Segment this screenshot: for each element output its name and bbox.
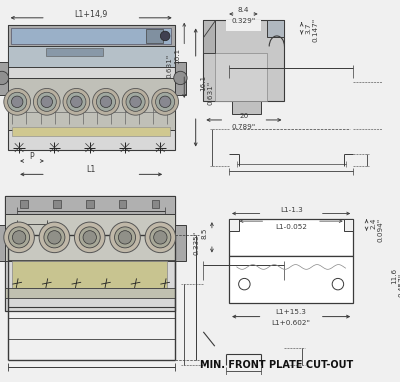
Bar — [344, 219, 353, 231]
Circle shape — [156, 92, 175, 112]
Circle shape — [118, 231, 132, 244]
Circle shape — [110, 222, 140, 253]
Bar — [12, 261, 167, 288]
Bar — [203, 20, 284, 101]
Bar — [20, 200, 28, 208]
Text: P: P — [30, 152, 34, 161]
Circle shape — [0, 71, 8, 85]
Bar — [5, 196, 175, 214]
Text: 0.335": 0.335" — [194, 231, 200, 255]
Bar — [203, 20, 215, 53]
Bar — [0, 62, 8, 95]
Text: 0.631": 0.631" — [167, 54, 173, 78]
Circle shape — [145, 222, 176, 253]
Bar — [8, 78, 175, 130]
Circle shape — [92, 89, 119, 115]
Text: L1+15.3: L1+15.3 — [276, 309, 306, 315]
Bar — [86, 200, 94, 208]
Bar — [175, 62, 186, 95]
Text: 0.094": 0.094" — [378, 218, 384, 242]
Text: L1+14,9: L1+14,9 — [74, 10, 108, 19]
Circle shape — [39, 222, 70, 253]
Circle shape — [160, 31, 170, 41]
Circle shape — [74, 222, 105, 253]
Circle shape — [96, 92, 116, 112]
Text: 0.329": 0.329" — [231, 18, 256, 24]
Text: MIN. FRONT PLATE CUT-OUT: MIN. FRONT PLATE CUT-OUT — [200, 360, 354, 370]
Bar — [232, 101, 260, 114]
Bar — [5, 214, 175, 261]
Circle shape — [71, 96, 82, 108]
Circle shape — [41, 96, 52, 108]
Bar — [146, 29, 163, 43]
Circle shape — [174, 71, 187, 85]
Bar — [5, 288, 175, 298]
Bar — [8, 47, 175, 68]
Circle shape — [63, 89, 90, 115]
Bar — [229, 219, 353, 256]
Circle shape — [126, 92, 145, 112]
Circle shape — [114, 227, 136, 248]
Text: 0.147": 0.147" — [313, 18, 319, 42]
Bar — [0, 225, 5, 261]
Bar — [119, 200, 126, 208]
Circle shape — [12, 231, 26, 244]
Circle shape — [100, 96, 112, 108]
Circle shape — [44, 227, 65, 248]
Text: L1-1.3: L1-1.3 — [280, 207, 302, 213]
Circle shape — [4, 222, 34, 253]
Text: 0.457": 0.457" — [399, 273, 400, 297]
Circle shape — [152, 89, 178, 115]
Bar — [12, 127, 170, 136]
Bar — [229, 256, 353, 303]
Polygon shape — [203, 20, 215, 53]
Bar — [229, 219, 239, 231]
Bar — [226, 20, 260, 31]
Text: L1+0.602": L1+0.602" — [272, 320, 311, 326]
Bar — [175, 225, 186, 261]
Circle shape — [37, 92, 56, 112]
Circle shape — [83, 231, 96, 244]
Bar — [46, 49, 103, 56]
Text: 2.4: 2.4 — [370, 217, 376, 229]
Bar — [215, 53, 267, 101]
Text: 0.631": 0.631" — [207, 81, 213, 105]
Circle shape — [34, 89, 60, 115]
Circle shape — [67, 92, 86, 112]
Circle shape — [332, 278, 344, 290]
Text: 20: 20 — [239, 113, 248, 119]
Circle shape — [79, 227, 100, 248]
Text: 8.4: 8.4 — [238, 7, 249, 13]
Circle shape — [154, 231, 167, 244]
Circle shape — [239, 278, 250, 290]
Circle shape — [130, 96, 141, 108]
Bar — [5, 196, 175, 311]
Circle shape — [8, 227, 30, 248]
Bar — [152, 200, 160, 208]
Text: 0.789": 0.789" — [232, 124, 256, 129]
Text: 3.7: 3.7 — [305, 23, 311, 34]
Circle shape — [48, 231, 61, 244]
Bar — [12, 28, 171, 44]
Circle shape — [122, 89, 149, 115]
Bar — [267, 20, 284, 37]
Text: 16.1: 16.1 — [174, 47, 180, 63]
Text: 16.1: 16.1 — [200, 74, 206, 91]
Circle shape — [8, 92, 27, 112]
Text: 11.6: 11.6 — [391, 267, 397, 283]
Circle shape — [150, 227, 171, 248]
Bar — [8, 26, 175, 149]
Bar — [8, 26, 175, 47]
Circle shape — [12, 96, 23, 108]
Bar — [53, 200, 61, 208]
Circle shape — [160, 96, 171, 108]
Text: L1: L1 — [86, 165, 96, 174]
Circle shape — [4, 89, 30, 115]
Text: 8.5: 8.5 — [201, 228, 207, 239]
Text: L1-0.052: L1-0.052 — [275, 224, 307, 230]
